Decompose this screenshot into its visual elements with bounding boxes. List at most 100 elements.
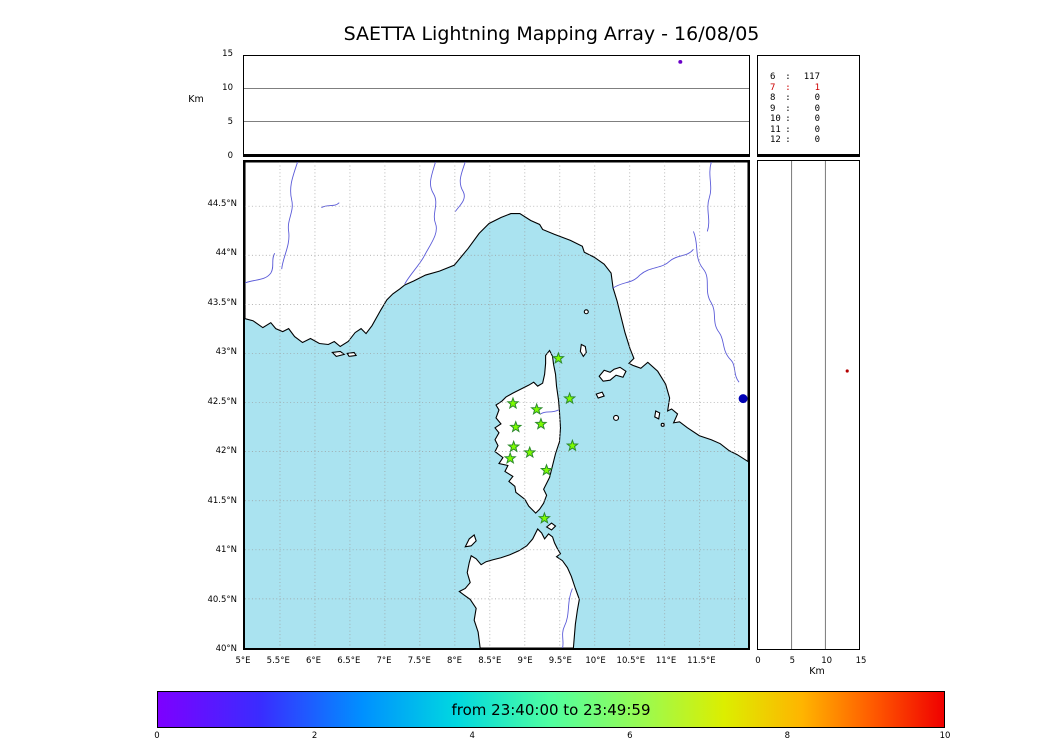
time-colorbar: from 23:40:00 to 23:49:59 <box>157 691 945 728</box>
altitude-time-panel <box>243 55 750 157</box>
lon-tick-label: 10°E <box>585 656 606 666</box>
lon-tick-label: 8°E <box>447 656 463 666</box>
rivers-layer <box>245 162 740 648</box>
altitude-axis-label: Km <box>809 666 825 677</box>
separator: : <box>785 103 791 114</box>
lma-station-marker <box>523 445 537 459</box>
colorbar-tick-label: 8 <box>784 731 791 741</box>
station-count-row: 11 : 0 <box>758 125 859 136</box>
altitude-tick-label: 10 <box>222 83 233 93</box>
station-id: 7 <box>770 82 776 93</box>
station-count: 0 <box>814 135 820 145</box>
station-id: 6 <box>770 72 776 82</box>
map-panel <box>243 160 750 650</box>
lma-station-marker <box>563 391 577 405</box>
station-count: 1 <box>814 82 820 93</box>
lightning-sources-layer <box>738 394 748 404</box>
lightning-source-point <box>738 394 748 404</box>
lon-tick-label: 5.5°E <box>266 656 290 666</box>
altitude-tick-label: 5 <box>227 117 233 127</box>
lon-tick-label: 11.5°E <box>687 656 716 666</box>
lat-tick-label: 41°N <box>215 545 237 555</box>
pianosa-island <box>595 391 605 399</box>
altitude-tick-label: 5 <box>789 656 796 666</box>
lon-tick-label: 6°E <box>305 656 322 666</box>
lon-tick-label: 8.5°E <box>478 656 502 666</box>
station-id: 10 <box>770 114 781 124</box>
separator: : <box>785 114 791 124</box>
giglio-island <box>654 410 661 420</box>
capraia-island <box>579 343 587 358</box>
station-id: 8 <box>770 93 776 103</box>
gorgona-island <box>583 309 589 315</box>
asinara-island <box>464 534 477 548</box>
altitude-latitude-canvas <box>791 161 849 649</box>
lat-tick-label: 43.5°N <box>207 297 237 308</box>
station-count-row: 9 : 0 <box>758 104 859 115</box>
lma-stations-layer <box>503 351 579 524</box>
river <box>454 162 466 212</box>
giannutri-island <box>660 422 665 427</box>
figure-title: SAETTA Lightning Mapping Array - 16/08/0… <box>343 23 760 45</box>
river <box>245 253 276 284</box>
maddalena-island <box>545 522 557 531</box>
altitude-tick-label: 10 <box>821 656 833 666</box>
altitude-tick-label: 0 <box>227 151 233 161</box>
lma-station-marker <box>551 351 565 364</box>
lat-tick-label: 41.5°N <box>207 495 237 506</box>
montecristo-island <box>613 414 620 421</box>
map-graticule <box>245 162 748 648</box>
map-canvas <box>245 162 748 648</box>
separator: : <box>785 72 791 82</box>
altitude-tick-label: 0 <box>755 656 761 666</box>
lon-tick-label: 7.5°E <box>407 656 431 666</box>
lma-station-marker <box>509 420 523 433</box>
altitude-tick-label: 15 <box>222 49 233 59</box>
station-count-panel: 6 : 117 7 : 1 8 : 0 9 : 0 10 : 0 11 : 0 <box>757 55 860 157</box>
separator: : <box>785 135 791 145</box>
lat-tick-label: 40.5°N <box>207 594 237 605</box>
lon-tick-label: 9.5°E <box>548 656 572 666</box>
lma-station-marker <box>507 439 521 453</box>
station-id: 9 <box>770 103 776 114</box>
colorbar-tick-label: 4 <box>469 731 475 741</box>
lma-station-marker <box>537 511 551 524</box>
separator: : <box>785 124 791 135</box>
lma-station-marker <box>530 402 544 416</box>
time-window-label: from 23:40:00 to 23:49:59 <box>451 700 651 719</box>
separator: : <box>785 82 791 93</box>
river <box>693 231 740 383</box>
station-count: 0 <box>814 124 820 135</box>
lat-tick-label: 44.5°N <box>207 198 237 209</box>
lat-tick-label: 44°N <box>215 248 237 259</box>
lon-tick-label: 9°E <box>517 656 533 666</box>
lon-tick-label: 5°E <box>235 656 251 666</box>
river <box>612 248 694 289</box>
lat-tick-label: 42°N <box>215 446 237 457</box>
colorbar-tick-label: 6 <box>627 731 633 741</box>
station-id: 11 <box>770 124 781 135</box>
station-id: 12 <box>770 135 781 145</box>
river <box>706 162 712 232</box>
lat-tick-label: 42.5°N <box>207 396 237 407</box>
colorbar-tick-label: 0 <box>154 731 160 741</box>
river <box>404 162 437 285</box>
altitude-latitude-panel <box>757 160 860 650</box>
lon-tick-label: 10.5°E <box>616 656 646 666</box>
lat-tick-label: 43°N <box>215 347 237 358</box>
separator: : <box>785 93 791 103</box>
river <box>321 202 340 209</box>
lightning-source-point <box>678 59 683 64</box>
station-count-row: 7 : 1 <box>758 83 859 94</box>
colorbar-tick-label: 2 <box>311 731 318 741</box>
lma-station-marker <box>539 463 554 476</box>
altitude-tick-label: 15 <box>855 656 867 666</box>
river <box>562 588 573 648</box>
france-italy-coastline <box>245 162 748 463</box>
station-count: 0 <box>814 103 820 114</box>
river <box>540 409 559 415</box>
lma-station-marker <box>534 417 548 430</box>
altitude-time-canvas <box>244 59 749 122</box>
station-count-row: 10 : 0 <box>758 114 859 125</box>
